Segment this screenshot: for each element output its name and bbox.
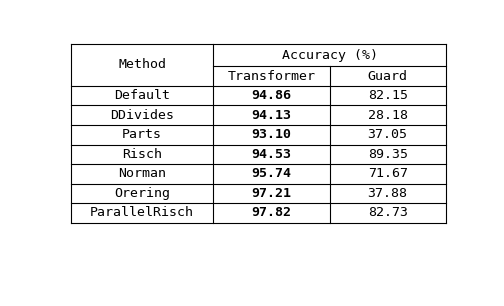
Text: 28.18: 28.18: [367, 109, 408, 122]
Text: 97.82: 97.82: [251, 207, 291, 219]
Text: Transformer: Transformer: [227, 69, 316, 83]
Text: Parts: Parts: [122, 128, 162, 141]
Text: 95.74: 95.74: [251, 167, 291, 180]
Text: Accuracy (%): Accuracy (%): [282, 49, 377, 62]
Text: 89.35: 89.35: [367, 148, 408, 161]
Text: 97.21: 97.21: [251, 187, 291, 200]
Text: 82.15: 82.15: [367, 89, 408, 102]
Text: Orering: Orering: [114, 187, 170, 200]
Text: 71.67: 71.67: [367, 167, 408, 180]
Text: ParallelRisch: ParallelRisch: [90, 207, 194, 219]
Text: DDivides: DDivides: [110, 109, 174, 122]
Text: 37.88: 37.88: [367, 187, 408, 200]
Text: 37.05: 37.05: [367, 128, 408, 141]
Text: 82.73: 82.73: [367, 207, 408, 219]
Text: 94.13: 94.13: [251, 109, 291, 122]
Text: Guard: Guard: [367, 69, 408, 83]
Text: Risch: Risch: [122, 148, 162, 161]
Text: 94.53: 94.53: [251, 148, 291, 161]
Text: 94.86: 94.86: [251, 89, 291, 102]
Text: Norman: Norman: [118, 167, 166, 180]
Text: 93.10: 93.10: [251, 128, 291, 141]
Text: Method: Method: [118, 58, 166, 71]
Text: Default: Default: [114, 89, 170, 102]
